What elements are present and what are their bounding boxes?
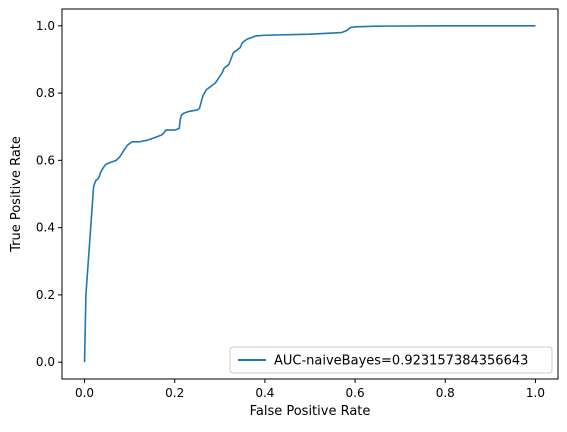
roc-curve-line — [83, 25, 536, 363]
x-tick-label: 0.4 — [255, 386, 274, 400]
x-tick-label: 0.6 — [346, 386, 365, 400]
y-tick-label: 0.0 — [36, 355, 55, 369]
axes-frame — [61, 8, 559, 380]
y-tick-label: 1.0 — [36, 19, 55, 33]
x-tick-label: 0.8 — [436, 386, 455, 400]
legend: AUC-naiveBayes=0.923157384356643 — [229, 346, 553, 374]
x-tick-label: 0.0 — [75, 386, 94, 400]
legend-label: AUC-naiveBayes=0.923157384356643 — [274, 354, 528, 369]
x-axis-label: False Positive Rate — [250, 404, 371, 419]
y-tick-label: 0.8 — [36, 86, 55, 100]
y-tick-label: 0.4 — [36, 221, 55, 235]
y-tick-label: 0.6 — [36, 153, 55, 167]
y-tick-label: 0.2 — [36, 288, 55, 302]
x-axis-ticks: 0.0 0.2 0.4 0.6 0.8 1.0 — [75, 379, 545, 400]
series-layer — [83, 25, 536, 363]
plot-area — [61, 8, 559, 380]
y-axis-ticks: 0.0 0.2 0.4 0.6 0.8 1.0 — [36, 19, 62, 369]
x-tick-label: 1.0 — [526, 386, 545, 400]
y-axis-label: True Positive Rate — [9, 136, 24, 253]
x-tick-label: 0.2 — [165, 386, 184, 400]
legend-box — [229, 346, 553, 374]
